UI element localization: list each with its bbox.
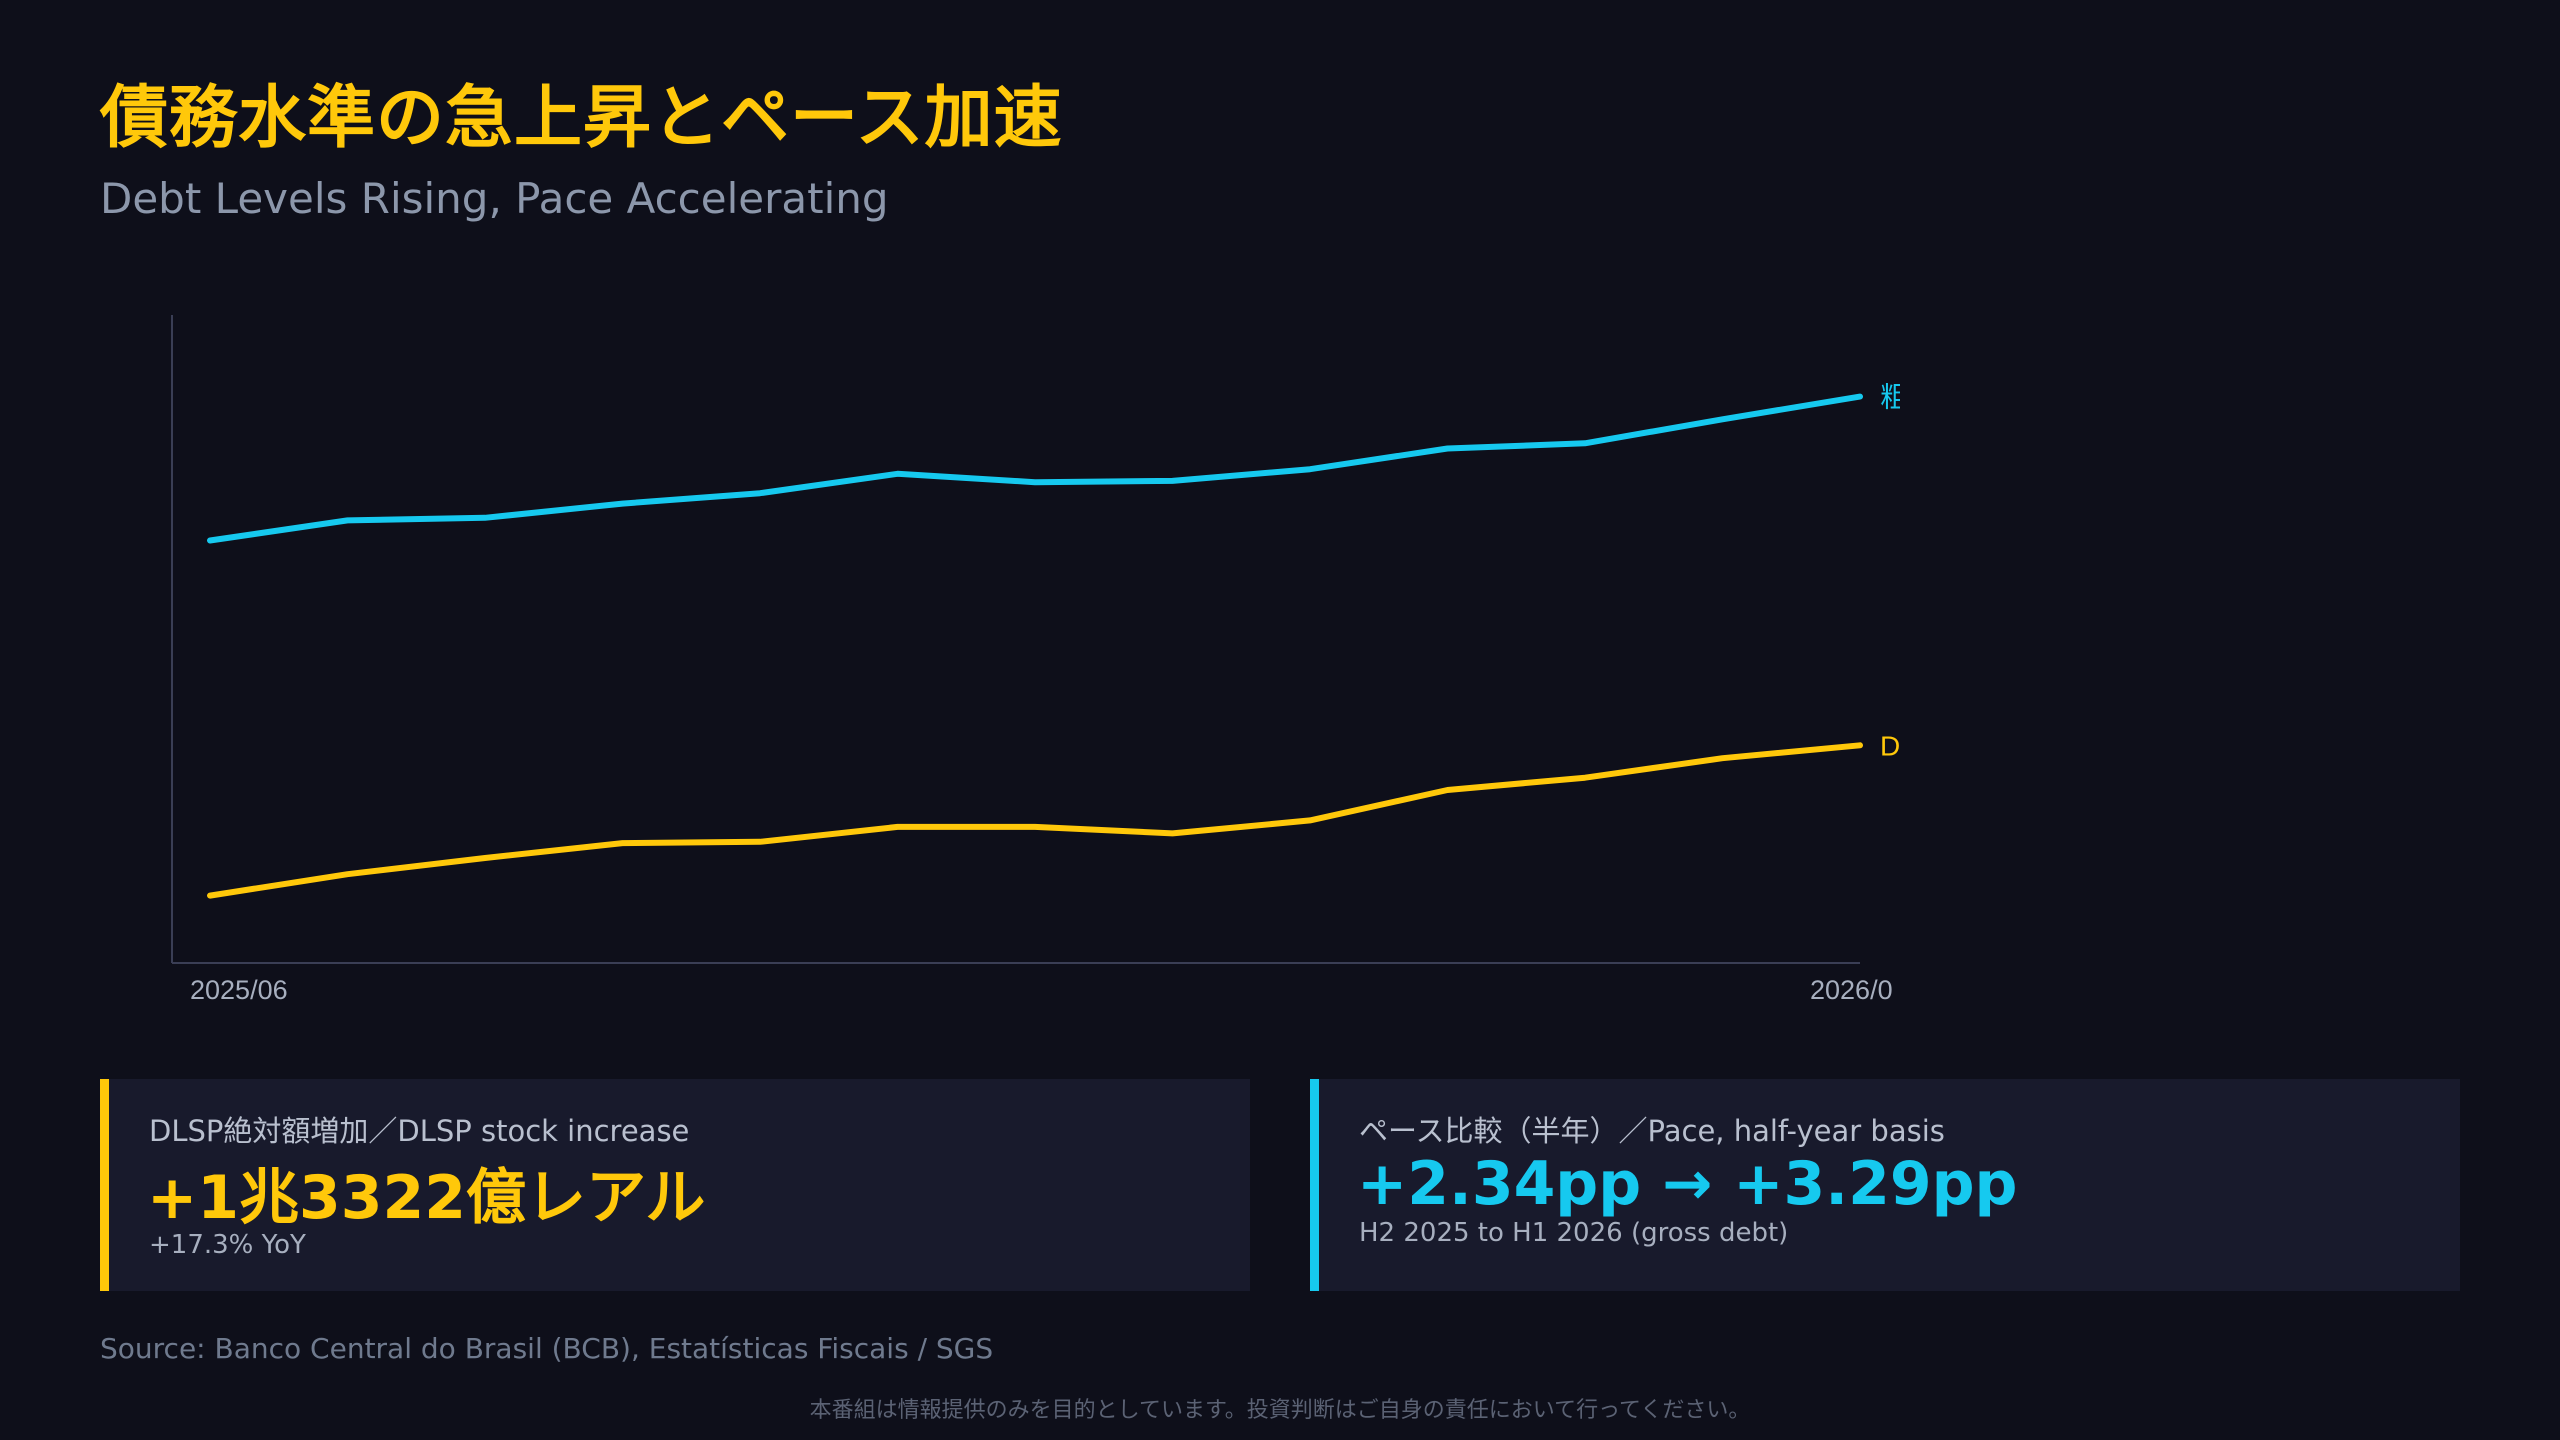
disclaimer: 本番組は情報提供のみを目的としています。投資判断はご自身の責任において行ってくだ… (809, 1398, 1751, 1423)
x-tick-label-start: 2025/06 (190, 975, 288, 1005)
stock-increase-card: DLSP絶対額増加／DLSP stock increase +1兆3322億レア… (100, 1079, 1250, 1291)
card-note: H2 2025 to H1 2026 (gross debt) (1359, 1218, 1789, 1248)
card-note: +17.3% YoY (149, 1230, 306, 1260)
series-line-0 (207, 393, 1863, 544)
page-subtitle: Debt Levels Rising, Pace Accelerating (100, 174, 889, 223)
x-tick-label-end: 2026/0 (1810, 975, 1893, 1005)
source-note: Source: Banco Central do Brasil (BCB), E… (100, 1332, 994, 1365)
series-end-label-0: 粗 (1880, 382, 1908, 413)
card-value: +2.34pp → +3.29pp (1357, 1149, 2018, 1219)
series-line-1 (207, 742, 1863, 899)
page-title: 債務水準の急上昇とペース加速 (100, 79, 1063, 158)
card-value: +1兆3322億レアル (147, 1163, 706, 1233)
card-label: DLSP絶対額増加／DLSP stock increase (149, 1114, 690, 1148)
series-layer: 粗D (207, 382, 1908, 899)
line-chart: 粗D 2025/06 2026/0 (171, 315, 1908, 1005)
plot-area: 粗D 2025/06 2026/0 (171, 315, 1908, 1005)
card-label: ペース比較（半年）／Pace, half-year basis (1359, 1114, 1945, 1148)
pace-comparison-card: ペース比較（半年）／Pace, half-year basis +2.34pp … (1310, 1079, 2460, 1291)
series-end-label-1: D (1880, 730, 1900, 761)
